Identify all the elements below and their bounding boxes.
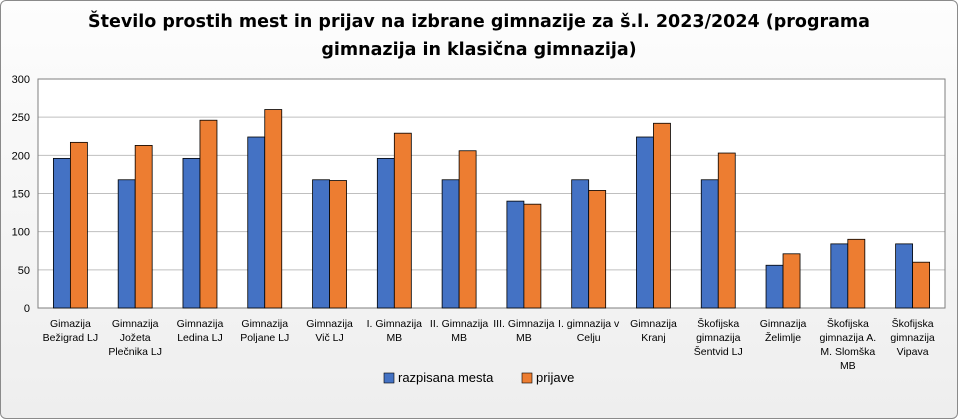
y-tick-label: 300 — [12, 74, 30, 86]
bar-razpisana-mesta — [506, 200, 525, 309]
x-tick-label: Gimnazija Ledina LJ — [177, 318, 224, 344]
y-tick-label: 250 — [12, 112, 30, 124]
chart-title-line-1: Število prostih mest in prijav na izbran… — [88, 12, 870, 32]
bar-prijave — [329, 180, 347, 309]
x-tick-label: Gimnazija Poljane LJ — [240, 318, 289, 344]
bar-razpisana-mesta — [312, 179, 330, 309]
bar-prijave — [847, 238, 866, 309]
bar-razpisana-mesta — [636, 136, 654, 309]
bar-prijave — [653, 122, 671, 309]
bar-prijave — [199, 119, 218, 309]
y-tick-label: 50 — [18, 265, 30, 277]
x-tick-label: Škofijska gimnazija Vipava — [890, 317, 935, 358]
x-tick-label: Gimnazija Kranj — [630, 318, 677, 344]
y-tick-label: 100 — [12, 227, 30, 239]
y-tick-label: 0 — [24, 303, 30, 315]
y-tick-label: 200 — [12, 150, 30, 162]
bar-prijave — [458, 150, 477, 309]
x-tick-label: I. gimnazija v Celju — [558, 318, 620, 344]
bar-razpisana-mesta — [765, 264, 784, 309]
x-tick-label: Gimnazija Vič LJ — [306, 318, 353, 344]
bar-razpisana-mesta — [376, 157, 395, 309]
legend-label-razpisana-mesta: razpisana mesta — [398, 370, 494, 385]
plot-border — [37, 78, 946, 309]
bar-razpisana-mesta — [700, 179, 719, 309]
x-tick-label: Gimnazija Želimlje — [760, 318, 807, 344]
bar-prijave — [393, 132, 412, 309]
x-tick-label: II. Gimnazija MB — [430, 318, 489, 344]
x-tick-label: Škofijska gimnazija A. M. Slomška MB — [820, 317, 877, 372]
x-tick-label: Gimnazija Jožeta Plečnika LJ — [108, 318, 162, 358]
bar-prijave — [134, 145, 153, 309]
y-tick-label: 150 — [12, 189, 30, 201]
bar-razpisana-mesta — [571, 179, 590, 309]
x-tick-label: III. Gimnazija MB — [493, 318, 554, 344]
bar-prijave — [717, 152, 736, 309]
bar-prijave — [523, 203, 542, 309]
chart-title-line-2: gimnazija in klasična gimnazija) — [321, 40, 637, 60]
bar-razpisana-mesta — [117, 179, 136, 309]
x-tick-label: Škofijska gimnazija Šentvid LJ — [694, 317, 743, 358]
legend-swatch-razpisana-mesta — [383, 372, 395, 384]
bar-razpisana-mesta — [830, 243, 849, 309]
legend-label-prijave: prijave — [536, 370, 574, 385]
bar-razpisana-mesta — [441, 179, 460, 309]
bar-razpisana-mesta — [52, 157, 71, 309]
bar-razpisana-mesta — [182, 157, 201, 309]
bar-prijave — [264, 109, 283, 309]
bar-razpisana-mesta — [895, 243, 914, 309]
legend-swatch-prijave — [521, 372, 533, 384]
bar-prijave — [588, 190, 607, 309]
bar-prijave — [782, 253, 801, 309]
bar-prijave — [912, 261, 931, 309]
x-tick-label: Gimazija Bežigrad LJ — [43, 318, 98, 344]
bar-razpisana-mesta — [247, 136, 266, 309]
x-tick-label: I. Gimnazija MB — [367, 318, 423, 344]
bar-prijave — [69, 141, 88, 309]
